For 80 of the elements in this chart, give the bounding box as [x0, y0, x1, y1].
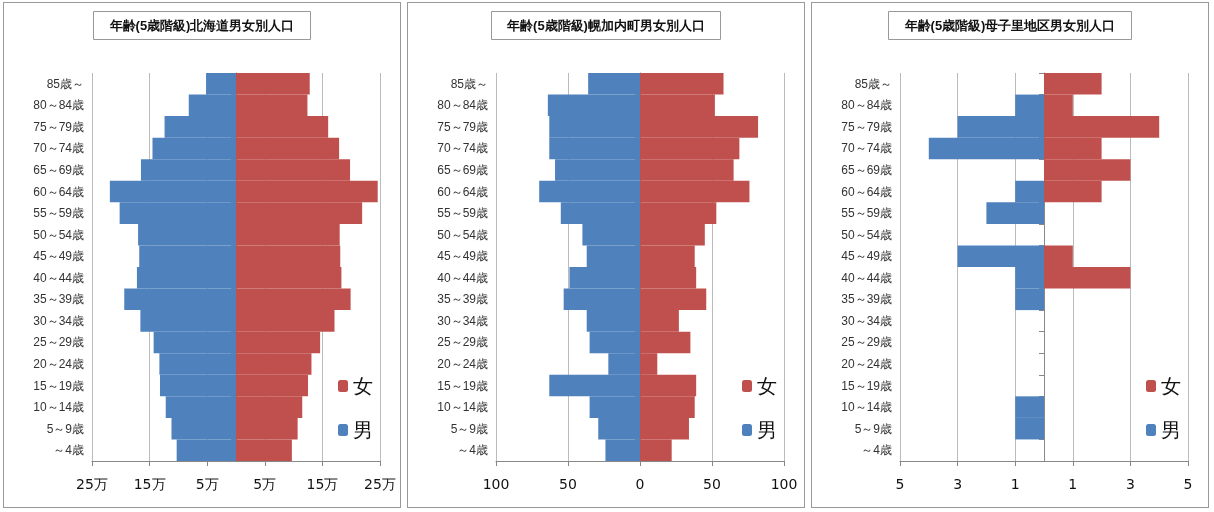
y-tick-label: 55～59歳	[33, 206, 84, 221]
x-tick-label: 50	[559, 476, 577, 492]
legend-label: 女	[1161, 375, 1181, 397]
y-tick-label: 85歳～	[46, 76, 84, 91]
y-tick-label: 70～74歳	[33, 141, 84, 156]
y-tick-label: 60～64歳	[437, 184, 488, 199]
y-tick-label: 5～9歳	[450, 421, 488, 436]
y-tick-label: ～4歳	[53, 443, 84, 458]
y-tick-label: 75～79歳	[33, 119, 84, 134]
x-tick-label: 5万	[195, 476, 219, 492]
x-tick-label: 15万	[133, 476, 166, 492]
y-tick-label: 80～84歳	[33, 98, 84, 113]
chart-title: 年齢(5歳階級)母子里地区男女別人口	[903, 18, 1116, 33]
y-tick-label: 20～24歳	[437, 357, 488, 371]
legend-label: 男	[1161, 419, 1181, 441]
y-tick-label: 50～54歳	[33, 227, 84, 242]
y-tick-label: 40～44歳	[437, 270, 488, 285]
y-tick-label: 80～84歳	[841, 98, 892, 113]
y-tick-label: 20～24歳	[841, 357, 892, 371]
y-tick-label: 20～24歳	[33, 357, 84, 371]
y-tick-label: 35～39歳	[841, 292, 892, 307]
x-tick-label: 0	[635, 476, 645, 492]
y-tick-label: 15～19歳	[841, 378, 892, 393]
y-tick-label: 40～44歳	[33, 270, 84, 285]
y-tick-label: 5～9歳	[46, 421, 84, 436]
y-tick-label: 25～29歳	[437, 335, 488, 350]
y-tick-label: 10～14歳	[841, 400, 892, 415]
y-tick-label: 35～39歳	[437, 292, 488, 307]
y-tick-label: 80～84歳	[437, 98, 488, 113]
y-tick-label: 40～44歳	[841, 270, 892, 285]
x-tick-label: 1	[1068, 476, 1078, 492]
y-tick-label: 15～19歳	[437, 378, 488, 393]
x-tick-label: 25万	[364, 476, 396, 492]
y-tick-label: ～4歳	[861, 443, 892, 458]
x-tick-label: 3	[953, 476, 963, 492]
y-tick-label: 10～14歳	[437, 400, 488, 415]
y-tick-label: 5～9歳	[854, 421, 892, 436]
y-tick-label: 65～69歳	[437, 163, 488, 177]
y-tick-label: 75～79歳	[841, 119, 892, 134]
y-tick-label: 60～64歳	[841, 184, 892, 199]
y-tick-label: 65～69歳	[33, 163, 84, 177]
x-tick-label: 50	[703, 476, 721, 492]
y-tick-label: 65～69歳	[841, 163, 892, 177]
x-tick-label: 5	[1183, 476, 1193, 492]
x-tick-label: 3	[1125, 476, 1135, 492]
x-tick-label: 25万	[76, 476, 108, 492]
y-tick-label: 15～19歳	[33, 378, 84, 393]
y-tick-label: 30～34歳	[841, 313, 892, 328]
legend-label: 女	[757, 375, 777, 397]
x-tick-label: 100	[482, 476, 510, 492]
y-tick-label: 25～29歳	[33, 335, 84, 350]
y-tick-label: 60～64歳	[33, 184, 84, 199]
y-tick-label: 50～54歳	[437, 227, 488, 242]
x-tick-label: 5	[895, 476, 905, 492]
y-tick-label: 70～74歳	[841, 141, 892, 156]
y-tick-label: 10～14歳	[33, 400, 84, 415]
y-tick-label: 50～54歳	[841, 227, 892, 242]
y-tick-label: 35～39歳	[33, 292, 84, 307]
y-tick-label: 25～29歳	[841, 335, 892, 350]
y-tick-label: 45～49歳	[437, 249, 488, 264]
x-tick-label: 100	[770, 476, 798, 492]
y-tick-label: 55～59歳	[437, 206, 488, 221]
x-tick-label: 5万	[253, 476, 277, 492]
y-tick-label: 30～34歳	[437, 313, 488, 328]
legend-label: 男	[757, 419, 777, 441]
y-tick-label: 70～74歳	[437, 141, 488, 156]
chart-title: 年齢(5歳階級)北海道男女別人口	[108, 18, 295, 33]
y-tick-label: 75～79歳	[437, 119, 488, 134]
y-tick-label: 30～34歳	[33, 313, 84, 328]
y-tick-label: 45～49歳	[33, 249, 84, 264]
y-tick-label: 55～59歳	[841, 206, 892, 221]
y-tick-label: 45～49歳	[841, 249, 892, 264]
y-tick-label: ～4歳	[457, 443, 488, 458]
chart-title: 年齢(5歳階級)幌加内町男女別人口	[506, 18, 705, 33]
x-tick-label: 1	[1010, 476, 1020, 492]
legend-label: 女	[353, 375, 373, 397]
y-tick-label: 85歳～	[450, 76, 488, 91]
y-tick-label: 85歳～	[854, 76, 892, 91]
x-tick-label: 15万	[306, 476, 339, 492]
legend-label: 男	[353, 419, 373, 441]
